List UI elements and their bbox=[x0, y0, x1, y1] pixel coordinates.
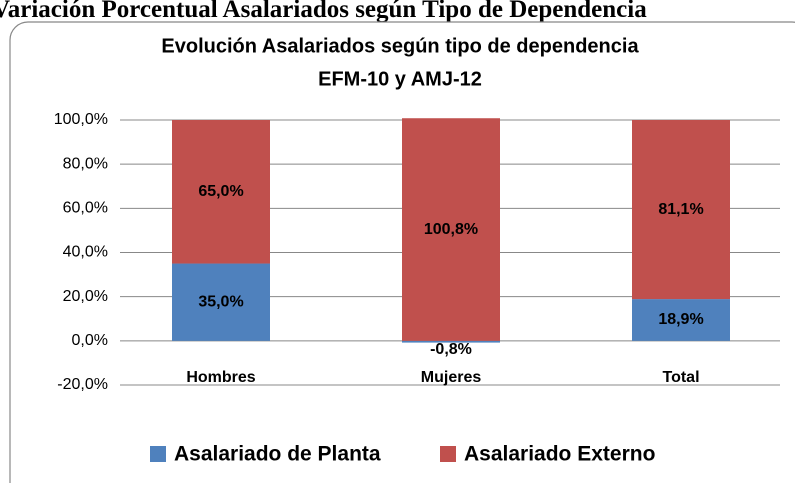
y-tick-label: 40,0% bbox=[63, 244, 108, 261]
data-label: -0,8% bbox=[430, 341, 472, 358]
bar-segment bbox=[172, 263, 270, 341]
data-label: 65,0% bbox=[198, 183, 243, 200]
y-tick-label: 0,0% bbox=[72, 332, 108, 349]
y-tick-label: 80,0% bbox=[63, 155, 108, 172]
x-tick-label: Hombres bbox=[186, 369, 255, 386]
chart-title: Evolución Asalariados según tipo de depe… bbox=[161, 35, 639, 57]
legend-swatch bbox=[440, 446, 456, 462]
bar-segment bbox=[402, 340, 500, 343]
data-label: 18,9% bbox=[658, 311, 703, 328]
y-tick-label: 60,0% bbox=[63, 200, 108, 217]
x-tick-label: Mujeres bbox=[421, 369, 482, 386]
legend-label: Asalariado Externo bbox=[464, 443, 655, 466]
legend-label: Asalariado de Planta bbox=[174, 443, 381, 466]
legend-swatch bbox=[150, 446, 166, 462]
page-heading: Variación Porcentual Asalariados según T… bbox=[0, 0, 647, 23]
bar-segment bbox=[172, 120, 270, 264]
bar-segment bbox=[632, 299, 730, 341]
data-label: 100,8% bbox=[424, 221, 478, 238]
bar-segment bbox=[402, 118, 500, 341]
chart-subtitle: EFM-10 y AMJ-12 bbox=[318, 68, 482, 90]
bar-segment bbox=[632, 120, 730, 300]
x-tick-label: Total bbox=[662, 369, 699, 386]
y-tick-label: 20,0% bbox=[63, 288, 108, 305]
data-label: 81,1% bbox=[658, 201, 703, 218]
y-tick-label: -20,0% bbox=[57, 376, 108, 393]
y-tick-label: 100,0% bbox=[54, 111, 108, 128]
data-label: 35,0% bbox=[198, 293, 243, 310]
